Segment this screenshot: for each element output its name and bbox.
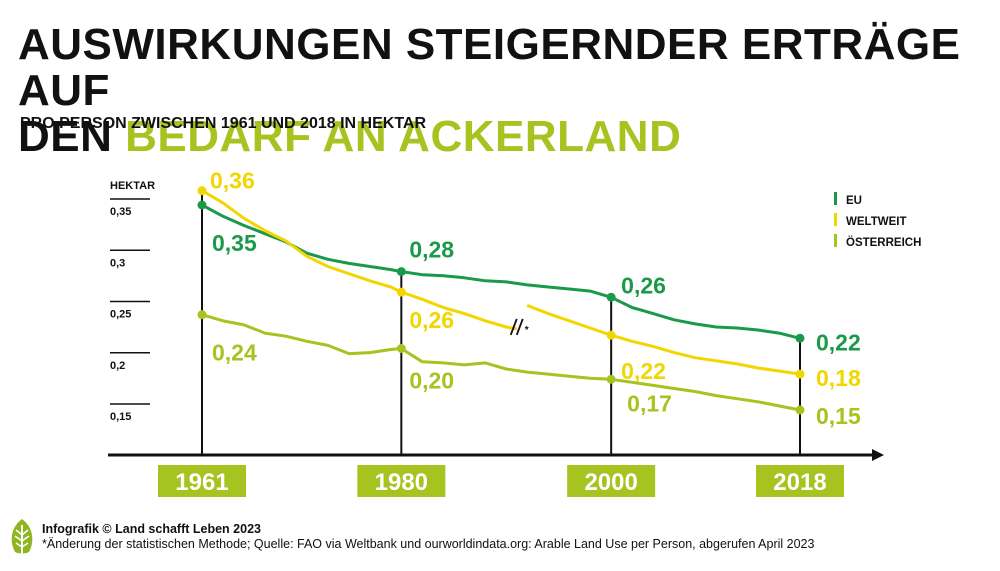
break-note: * (525, 325, 529, 336)
y-tick-label: 0,15 (110, 411, 131, 423)
title-line-1: AUSWIRKUNGEN STEIGERNDER ERTRÄGE AUF (18, 20, 961, 115)
chart-subtitle: PRO PERSON ZWISCHEN 1961 UND 2018 IN HEK… (20, 115, 427, 132)
data-label: 0,17 (627, 390, 672, 416)
data-point (396, 287, 406, 297)
series-line (201, 313, 801, 412)
data-point (197, 200, 207, 210)
data-point (396, 267, 406, 277)
data-point (795, 369, 805, 379)
y-tick-label: 0,2 (110, 360, 125, 372)
data-point (197, 186, 207, 196)
footer: Infografik © Land schafft Leben 2023 *Än… (42, 522, 814, 552)
y-tick-label: 0,35 (110, 206, 131, 218)
data-label: 0,15 (816, 403, 861, 429)
title-line-2-prefix: DEN (18, 112, 126, 161)
x-tick-label: 2018 (773, 469, 826, 496)
data-label: 0,26 (621, 272, 666, 298)
legend-swatch (834, 234, 837, 247)
x-tick-box (567, 465, 656, 497)
data-label: 0,24 (212, 340, 257, 366)
footer-credit: Infografik © Land schafft Leben 2023 (42, 522, 261, 536)
x-tick-box (357, 465, 446, 497)
legend-label: WELTWEIT (846, 216, 906, 228)
legend-label: EU (846, 195, 862, 207)
data-label: 0,36 (210, 168, 255, 194)
data-label: 0,18 (816, 365, 861, 391)
y-tick-label: 0,25 (110, 309, 131, 321)
x-axis-arrow-icon (872, 449, 884, 461)
data-point (396, 344, 406, 353)
x-tick-box (158, 465, 246, 497)
series-line-after-break (526, 304, 801, 376)
x-tick-label: 2000 (584, 469, 637, 496)
chart-title: AUSWIRKUNGEN STEIGERNDER ERTRÄGE AUF DEN… (18, 22, 1000, 160)
data-label: 0,20 (409, 368, 454, 394)
x-tick-label: 1961 (175, 469, 228, 496)
data-point (606, 374, 616, 384)
data-point (606, 292, 616, 302)
legend-swatch (834, 192, 837, 205)
legend-swatch (834, 213, 837, 226)
break-mark (509, 318, 518, 336)
data-point (606, 330, 616, 340)
series-line (201, 189, 517, 331)
data-label: 0,26 (409, 307, 454, 333)
break-mark (515, 318, 524, 336)
x-tick-label: 1980 (375, 469, 428, 496)
data-label: 0,22 (816, 329, 861, 355)
data-point (795, 405, 805, 415)
data-point (197, 310, 207, 320)
leaf-logo-icon (6, 517, 38, 562)
y-tick-label: 0,3 (110, 257, 125, 269)
data-point (795, 333, 805, 343)
data-label: 0,28 (409, 237, 454, 263)
x-tick-box (756, 465, 844, 497)
y-axis-label: HEKTAR (110, 180, 155, 192)
data-label: 0,22 (621, 358, 666, 384)
legend-label: ÖSTERREICH (846, 236, 921, 249)
footer-source: *Änderung der statistischen Methode; Que… (42, 537, 815, 551)
title-line-2-highlight: BEDARF AN ACKERLAND (125, 112, 682, 161)
data-label: 0,35 (212, 230, 257, 256)
series-line (201, 203, 801, 340)
